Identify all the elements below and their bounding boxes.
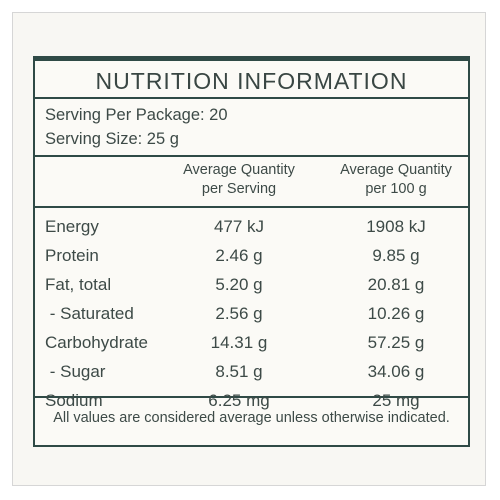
per-100g-value: 25 mg <box>372 391 420 410</box>
per-serving-value: 5.20 g <box>215 275 263 294</box>
per-100g-header-line1: Average Quantity <box>340 162 452 178</box>
per-serving-value: 2.46 g <box>215 246 263 265</box>
label-title: NUTRITION INFORMATION <box>35 61 468 99</box>
nutrient-rows: Energy 477 kJ 1908 kJ Protein 2.46 g 9.8… <box>35 208 468 410</box>
per-100g-value: 20.81 g <box>367 275 425 294</box>
serving-size: Serving Size: 25 g <box>45 130 179 148</box>
nutrient-name: Protein <box>45 246 99 265</box>
nutrient-name: Carbohydrate <box>45 333 149 352</box>
per-serving-value: 6.25 mg <box>208 391 270 410</box>
nutrient-name: Sodium <box>45 391 103 410</box>
nutrient-name: Energy <box>45 217 99 236</box>
per-100g-value: 10.26 g <box>367 304 425 323</box>
nutrient-row-sodium: Sodium 6.25 mg 25 mg <box>35 386 468 415</box>
per-100g-header: Average Quantity per 100 g <box>329 161 463 199</box>
per-100g-header-line2: per 100 g <box>365 181 427 197</box>
per-100g-value: 9.85 g <box>372 246 420 265</box>
nutrient-name: Fat, total <box>45 275 112 294</box>
per-100g-value: 57.25 g <box>367 333 425 352</box>
nutrient-name: - Saturated <box>45 304 134 323</box>
nutrition-label: NUTRITION INFORMATION Serving Per Packag… <box>33 56 470 447</box>
nutrient-row-protein: Protein 2.46 g 9.85 g <box>35 241 468 270</box>
per-serving-header-line1: Average Quantity <box>183 162 295 178</box>
per-serving-header-line2: per Serving <box>201 181 277 197</box>
footnote: All values are considered average unless… <box>53 410 450 426</box>
per-100g-value: 34.06 g <box>367 362 425 381</box>
per-serving-value: 8.51 g <box>215 362 263 381</box>
nutrient-row-fat: Fat, total 5.20 g 20.81 g <box>35 270 468 299</box>
per-serving-value: 14.31 g <box>210 333 268 352</box>
nutrient-row-saturated: - Saturated 2.56 g 10.26 g <box>35 299 468 328</box>
nutrient-name: - Sugar <box>45 362 106 381</box>
per-serving-header: Average Quantity per Serving <box>172 161 306 199</box>
servings-per-package: Serving Per Package: 20 <box>45 106 228 124</box>
nutrient-row-energy: Energy 477 kJ 1908 kJ <box>35 212 468 241</box>
serving-info: Serving Per Package: 20 Serving Size: 25… <box>35 99 468 157</box>
column-headers: Average Quantity per Serving Average Qua… <box>35 157 468 208</box>
nutrient-row-carbohydrate: Carbohydrate 14.31 g 57.25 g <box>35 328 468 357</box>
nutrient-row-sugar: - Sugar 8.51 g 34.06 g <box>35 357 468 386</box>
per-serving-value: 2.56 g <box>215 304 263 323</box>
per-serving-value: 477 kJ <box>213 217 265 236</box>
per-100g-value: 1908 kJ <box>366 217 426 236</box>
